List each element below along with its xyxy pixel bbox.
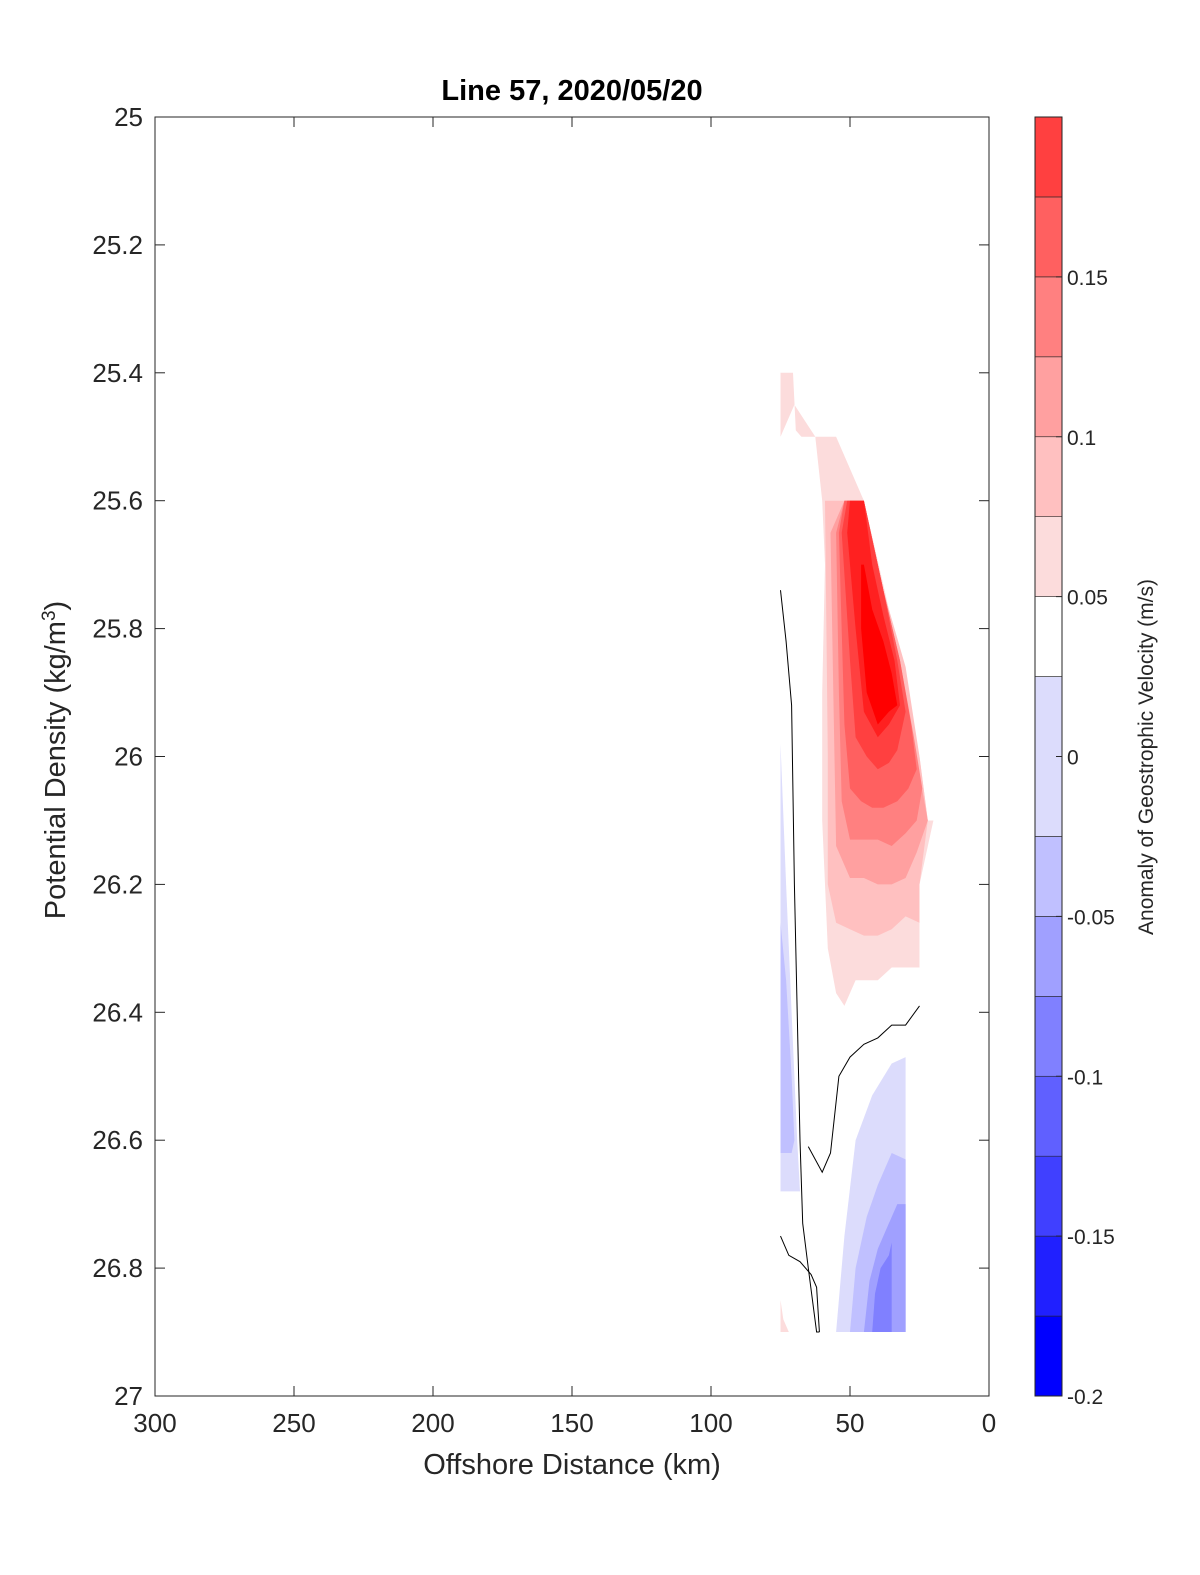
colorbar-band-14 xyxy=(1034,116,1063,198)
y-tick-label-4: 25.8 xyxy=(92,614,143,644)
y-tick-label-0: 25 xyxy=(114,102,143,132)
y-tick-label-7: 26.4 xyxy=(92,997,143,1027)
colorbar-tick-label-0: -0.2 xyxy=(1067,1386,1103,1409)
colorbar-band-2 xyxy=(1034,1155,1063,1237)
y-tick-label-6: 26.2 xyxy=(92,869,143,899)
y-axis-ticks: 25 25.2 25.4 25.6 25.8 26 26.2 26.4 26.6 26.8 27 xyxy=(92,102,989,1411)
x-axis-ticks: 300 250 200 150 100 50 0 xyxy=(133,117,996,1438)
y-axis-label-main: Potential Density (kg/m xyxy=(40,621,72,919)
contour-region-13 xyxy=(872,1242,892,1332)
x-tick-label-3: 150 xyxy=(550,1408,593,1438)
x-tick-label-0: 300 xyxy=(133,1408,176,1438)
colorbar-tick-label-7: 0.15 xyxy=(1067,267,1108,290)
zero-contour-2 xyxy=(780,1235,820,1333)
colorbar-band-1 xyxy=(1034,1235,1063,1317)
colorbar-band-11 xyxy=(1034,356,1063,438)
y-tick-label-2: 25.4 xyxy=(92,358,143,388)
colorbar-tick-label-2: -0.1 xyxy=(1067,1066,1103,1089)
colorbar-label: Anomaly of Geostrophic Velocity (m/s) xyxy=(1135,579,1158,935)
y-axis-label-close: ) xyxy=(40,601,72,611)
x-tick-label-1: 250 xyxy=(272,1408,315,1438)
colorbar-band-8 xyxy=(1034,596,1063,677)
x-tick-label-2: 200 xyxy=(411,1408,454,1438)
contour-region-9 xyxy=(861,564,898,725)
colorbar-tick-label-6: 0.1 xyxy=(1067,427,1096,450)
y-tick-label-5: 26 xyxy=(114,742,143,772)
y-axis-label: Potential Density (kg/m3) xyxy=(39,601,73,919)
x-tick-label-4: 100 xyxy=(689,1408,732,1438)
colorbar-tick-label-5: 0.05 xyxy=(1067,587,1108,610)
y-tick-label-3: 25.6 xyxy=(92,486,143,516)
colorbar-band-0 xyxy=(1034,1315,1063,1397)
chart-title: Line 57, 2020/05/20 xyxy=(441,75,702,107)
colorbar-band-3 xyxy=(1034,1075,1063,1157)
colorbar-band-12 xyxy=(1034,276,1063,358)
colorbar-ticks: -0.2 -0.15 -0.1 -0.05 0 0.05 0.1 0.15 xyxy=(1056,267,1115,1409)
colorbar-tick-label-1: -0.15 xyxy=(1067,1226,1115,1249)
colorbar-band-9 xyxy=(1034,516,1063,597)
colorbar-band-5 xyxy=(1034,916,1063,997)
zero-contour-0 xyxy=(780,590,820,1333)
y-tick-label-10: 27 xyxy=(114,1381,143,1411)
colorbar-band-13 xyxy=(1034,196,1063,278)
x-tick-label-6: 0 xyxy=(982,1408,996,1438)
colorbar-tick-label-3: -0.05 xyxy=(1067,906,1115,929)
y-tick-label-1: 25.2 xyxy=(92,230,143,260)
colorbar-band-6 xyxy=(1034,836,1063,917)
contour-region-14 xyxy=(780,1300,789,1332)
zero-contour-lines xyxy=(780,590,920,1333)
contour-region-10 xyxy=(780,922,795,1153)
filled-contour-regions xyxy=(780,372,934,1332)
y-axis-label-superscript: 3 xyxy=(39,610,60,621)
colorbar-band-4 xyxy=(1034,996,1063,1077)
colorbar-band-10 xyxy=(1034,436,1063,517)
y-tick-label-9: 26.8 xyxy=(92,1253,143,1283)
x-tick-label-5: 50 xyxy=(836,1408,865,1438)
zero-contour-1 xyxy=(807,1005,920,1174)
y-tick-label-8: 26.6 xyxy=(92,1125,143,1155)
colorbar-tick-label-4: 0 xyxy=(1067,747,1079,770)
x-axis-label: Offshore Distance (km) xyxy=(423,1449,721,1481)
